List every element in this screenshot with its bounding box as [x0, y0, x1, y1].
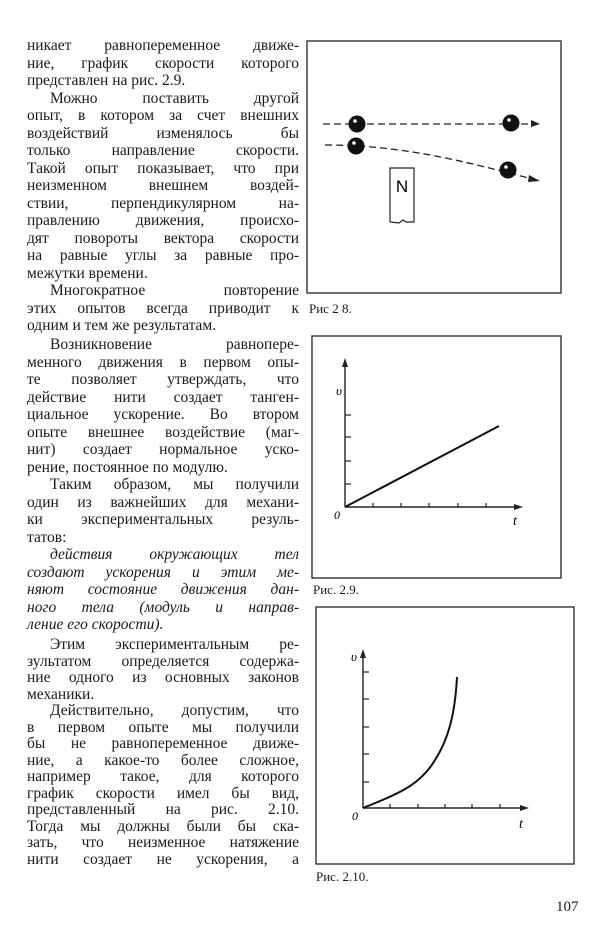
- text-line: действия окружающих тел: [50, 546, 299, 563]
- text-block-3: Этим экспериментальным ре-зультатом опре…: [27, 636, 299, 868]
- arrow-head: [342, 358, 348, 367]
- text-line: например такое, для которого: [27, 768, 299, 785]
- ball: [348, 115, 366, 133]
- text-line: ки экспериментальных резуль-: [27, 511, 299, 528]
- text-line: опыт, в котором за счет внешних: [27, 107, 299, 124]
- figure-2-9-caption: Рис. 2.9.: [313, 582, 359, 597]
- figure-frame: [306, 40, 562, 294]
- text-line: действие нити создает танген-: [27, 388, 299, 406]
- ball: [347, 137, 365, 155]
- magnet: [389, 167, 415, 224]
- text-line: ние, а какое-то более сложное,: [27, 751, 299, 769]
- text-line: татов:: [27, 528, 67, 546]
- text-block-1: никает равнопеременное движе-ние, график…: [27, 37, 299, 335]
- text-line: неизменном внешнем воздей-: [27, 177, 299, 194]
- origin-label: 0: [352, 809, 358, 823]
- x-axis-label: t: [513, 514, 518, 529]
- x-axis-label: t: [519, 817, 524, 832]
- origin-label: 0: [334, 508, 340, 522]
- text-line: создают ускорения и этим ме-: [27, 563, 299, 581]
- text-line: ние одного из основных законов: [27, 669, 299, 686]
- figure-frame: [315, 606, 575, 865]
- arrow-head: [528, 175, 540, 182]
- text-block-2: Возникновение равнопере-менного движения…: [27, 336, 299, 634]
- velocity-line: [344, 425, 500, 508]
- figure-frame: [311, 335, 562, 579]
- text-line: менного движения в первом опы-: [27, 353, 299, 371]
- text-line: бы не равнопеременное движе-: [27, 735, 299, 752]
- text-line: воздействий изменялось бы: [27, 124, 299, 142]
- text-line: опыте внешнее воздействие (маг-: [27, 423, 299, 441]
- text-line: дят повороты вектора скорости: [27, 229, 299, 247]
- magnet-label: N: [396, 177, 408, 196]
- figure-2-8: N: [306, 40, 562, 294]
- text-line: Многократное повторение: [50, 282, 299, 299]
- text-line: зать, что неизменное натяжение: [27, 834, 299, 851]
- text-line: няют состояние движения дан-: [27, 581, 299, 598]
- velocity-curve: [362, 676, 458, 809]
- arrow-head: [360, 649, 366, 658]
- text-line: один из важнейших для механи-: [27, 493, 299, 511]
- arrow-head: [520, 805, 529, 811]
- text-line: этих опытов всегда приводит к: [27, 299, 299, 317]
- text-line: межутки времени.: [27, 264, 148, 282]
- figure-2-10-caption: Рис. 2.10.: [316, 869, 369, 884]
- text-line: никает равнопеременное движе-: [27, 37, 299, 54]
- figure-2-10: υ t 0: [315, 606, 575, 865]
- text-line: Возникновение равнопере-: [50, 336, 299, 353]
- text-line: циальное ускорение. Во втором: [27, 406, 299, 423]
- text-line: в первом опыте мы получили: [27, 718, 299, 736]
- text-line: зультатом определяется содержа-: [27, 652, 299, 670]
- figure-2-9: υ t 0: [311, 335, 562, 579]
- text-line: Этим экспериментальным ре-: [50, 636, 299, 653]
- text-line: нит) создает нормальное уско-: [27, 441, 299, 458]
- text-line: нити создает не ускорения, а: [27, 850, 299, 868]
- arrow-head: [514, 504, 523, 510]
- ticks: [345, 414, 487, 507]
- text-line: ление его скорости).: [27, 616, 164, 633]
- page-number: 107: [556, 899, 579, 915]
- text-line: Можно поставить другой: [50, 89, 299, 107]
- text-line: представленный на рис. 2.10.: [27, 801, 299, 818]
- text-line: ного тела (модуль и направ-: [27, 598, 299, 616]
- text-line: график скорости имел бы вид,: [27, 784, 299, 802]
- arrow-head: [531, 120, 540, 127]
- y-axis-label: υ: [336, 383, 342, 398]
- text-line: Такой опыт показывает, что при: [27, 159, 299, 177]
- figure-2-8-caption: Рис 2 8.: [309, 301, 352, 316]
- text-line: те позволяет утверждать, что: [27, 371, 299, 388]
- text-line: представлен на рис. 2.9.: [27, 72, 186, 89]
- text-line: Таким образом, мы получили: [50, 476, 299, 493]
- text-line: правлению движения, происхо-: [27, 212, 299, 229]
- text-line: ствии, перпендикулярном на-: [27, 194, 299, 212]
- text-line: одним и тем же результатам.: [27, 317, 217, 334]
- text-line: рение, постоянное по модулю.: [27, 458, 228, 476]
- text-line: ние, график скорости которого: [27, 54, 299, 72]
- ticks: [363, 671, 501, 808]
- text-line: Тогда мы должны были бы ска-: [27, 817, 299, 835]
- text-line: на равные углы за равные про-: [27, 247, 299, 264]
- text-line: Действительно, допустим, что: [50, 702, 299, 719]
- ball: [502, 114, 520, 132]
- y-axis-label: υ: [351, 649, 357, 664]
- text-line: только направление скорости.: [27, 142, 299, 159]
- text-line: механики.: [27, 685, 95, 703]
- ball: [499, 161, 517, 179]
